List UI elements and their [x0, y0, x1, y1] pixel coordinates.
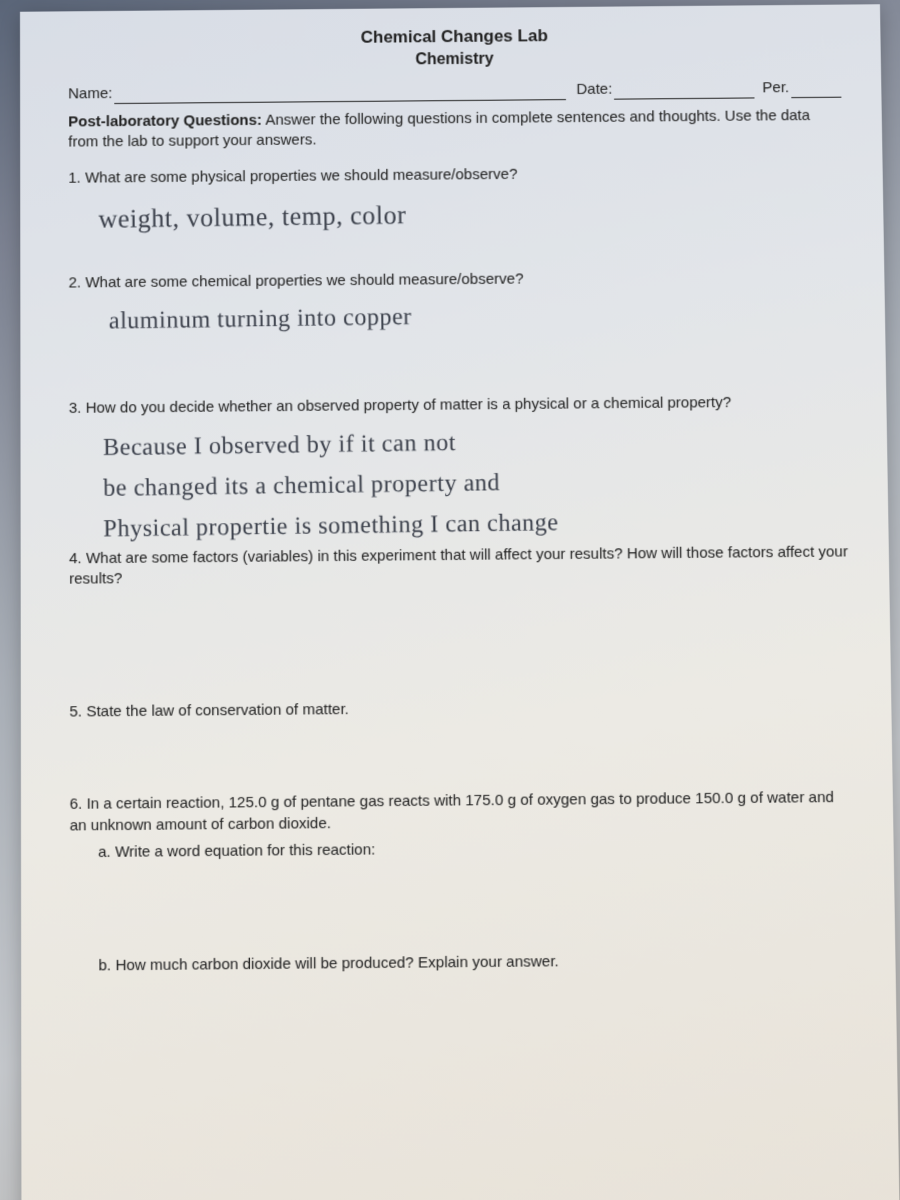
date-blank: [614, 82, 754, 99]
instructions: Post-laboratory Questions: Answer the fo…: [68, 105, 842, 152]
meta-row: Name: Date: Per.: [68, 77, 841, 104]
q1-prompt: 1. What are some physical properties we …: [68, 162, 842, 189]
per-blank: [791, 81, 841, 97]
q3-prompt: 3. How do you decide whether an observed…: [69, 392, 847, 419]
worksheet-page: Chemical Changes Lab Chemistry Name: Dat…: [20, 4, 900, 1200]
q2-prompt: 2. What are some chemical properties we …: [69, 266, 845, 293]
name-label: Name:: [68, 84, 112, 105]
q6-prompt: 6. In a certain reaction, 125.0 g of pen…: [70, 788, 853, 837]
per-label: Per.: [762, 78, 789, 99]
q5-prompt: 5. State the law of conservation of matt…: [69, 695, 851, 723]
q4-prompt: 4. What are some factors (variables) in …: [69, 542, 849, 590]
instructions-lead: Post-laboratory Questions:: [68, 112, 262, 131]
date-label: Date:: [576, 79, 612, 100]
name-blank: [114, 84, 566, 104]
q6b: b. How much carbon dioxide will be produ…: [98, 949, 855, 977]
q6a: a. Write a word equation for this reacti…: [98, 836, 853, 864]
